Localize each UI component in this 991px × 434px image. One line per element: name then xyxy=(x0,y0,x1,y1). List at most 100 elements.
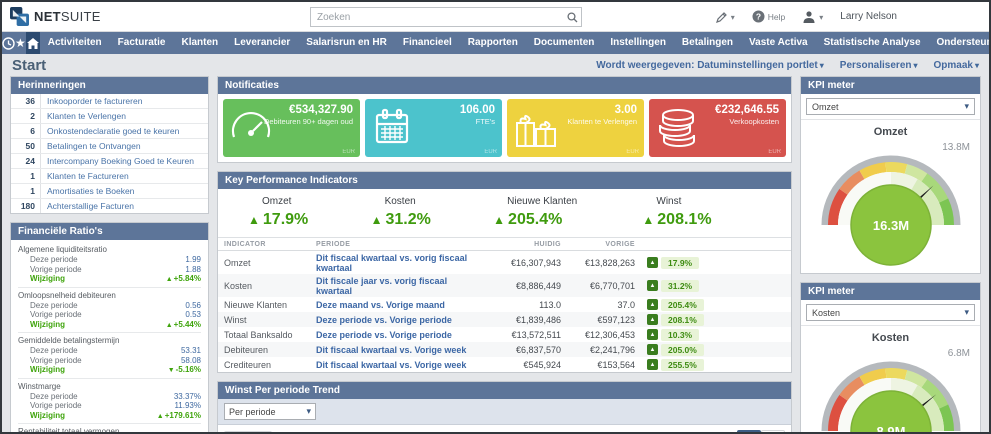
ratio-previous-label: Vorige periode xyxy=(30,310,82,319)
reminder-item[interactable]: 1 Amortisaties te Boeken xyxy=(11,183,208,198)
reminder-label: Inkooporder te factureren xyxy=(47,96,143,106)
cell-periode-link[interactable]: Deze maand vs. Vorige maand xyxy=(316,299,445,310)
ratio-name: Omloopsnelheid debiteuren xyxy=(18,290,116,300)
nav-item-statistische-analyse[interactable]: Statistische Analyse xyxy=(823,37,921,48)
kpi-meter-select[interactable]: Omzet xyxy=(806,98,975,115)
logo-text: NETSUITE xyxy=(34,9,101,24)
cell-periode-link[interactable]: Dit fiscale jaar vs. vorig fiscaal kwart… xyxy=(310,274,485,297)
kpi-tile-ftes[interactable]: 106.00 FTE's EUR xyxy=(365,99,502,157)
last-point-on-icon[interactable] xyxy=(737,430,761,432)
kpi-summary-winst[interactable]: Winst 208.1% xyxy=(642,196,765,229)
nav-item-financieel[interactable]: Financieel xyxy=(402,37,452,48)
kpi-tile-verkoopkosten[interactable]: €232,646.55 Verkoopkosten EUR xyxy=(649,99,786,157)
ratio-group: Rentabiliteit totaal vermogen Deze perio… xyxy=(18,423,201,434)
nav-item-instellingen[interactable]: Instellingen xyxy=(610,37,666,48)
kpi-meter-portlet-omzet: KPI meter Omzet Omzet 13.8M xyxy=(800,76,981,274)
ratio-current-label: Deze periode xyxy=(30,346,78,355)
table-row: Nieuwe Klanten Deze maand vs. Vorige maa… xyxy=(218,297,791,312)
nav-item-rapporten[interactable]: Rapporten xyxy=(467,37,518,48)
ratio-change-value: -5.16% xyxy=(175,365,201,374)
ratio-current-value: 53.31 xyxy=(180,346,201,355)
ratio-name: Winstmarge xyxy=(18,381,61,391)
home-icon[interactable] xyxy=(25,32,40,54)
reminder-item[interactable]: 1 Klanten te Factureren xyxy=(11,168,208,183)
gauge-chart: 8.9M xyxy=(821,361,960,432)
ratio-name: Rentabiliteit totaal vermogen xyxy=(18,427,120,434)
chart-options-group xyxy=(737,430,785,432)
reminder-item[interactable]: 2 Klanten te Verlengen xyxy=(11,108,208,123)
chevron-down-icon xyxy=(975,60,979,71)
bar-chart-icon[interactable] xyxy=(298,431,316,432)
cell-indicator: Totaal Banksaldo xyxy=(224,329,293,340)
kpi-summary-omzet[interactable]: Omzet 17.9% xyxy=(248,196,371,229)
tile-label: Verkoopkosten xyxy=(729,117,779,126)
nav-item-documenten[interactable]: Documenten xyxy=(533,37,595,48)
reminders-portlet: Herinneringen 36 Inkooporder te facturere… xyxy=(10,76,209,214)
col-header-periode: PERIODE xyxy=(310,238,485,251)
reminder-item[interactable]: 36 Inkooporder te factureren xyxy=(11,94,208,108)
kpi-tile-debiteuren[interactable]: €534,327.90 Debiteuren 90+ dagen oud EUR xyxy=(223,99,360,157)
up-arrow-icon xyxy=(647,280,658,291)
period-select[interactable]: Per periode xyxy=(224,403,316,420)
tile-value: 106.00 xyxy=(459,104,495,116)
reminder-count: 1 xyxy=(11,184,41,198)
table-row: Winst Deze periode vs. Vorige periode €1… xyxy=(218,312,791,327)
financial-ratios-body: Algemene liquiditeitsratio Deze periode 1… xyxy=(11,240,208,434)
nav-item-vaste-activa[interactable]: Vaste Activa xyxy=(749,37,808,48)
nav-item-betalingen[interactable]: Betalingen xyxy=(681,37,734,48)
ratio-change-value: +5.84% xyxy=(173,274,201,283)
nav-item-klanten[interactable]: Klanten xyxy=(181,37,219,48)
view-selector-link[interactable]: Wordt weergegeven: Datuminstellingen por… xyxy=(596,60,824,71)
chevron-down-icon xyxy=(306,406,311,417)
trend-portlet: Winst Per periode Trend Per periode xyxy=(217,381,792,432)
trend-arrow-icon: ▲ xyxy=(165,276,173,283)
kpi-meter-portlet-kosten: KPI meter Kosten Kosten 6.8M xyxy=(800,282,981,432)
reminder-item[interactable]: 6 Onkostendeclaratie goed te keuren xyxy=(11,123,208,138)
netsuite-logo-icon xyxy=(10,7,29,26)
kpi-tile-klanten-verlengen[interactable]: 3.00 Klanten te Verlengen EUR xyxy=(507,99,644,157)
reminder-count: 50 xyxy=(11,139,41,153)
reminder-item[interactable]: 50 Betalingen te Ontvangen xyxy=(11,138,208,153)
left-column: Herinneringen 36 Inkooporder te facturere… xyxy=(10,76,209,434)
cell-periode-link[interactable]: Dit fiscaal kwartaal vs. vorig fiscaal k… xyxy=(316,252,468,273)
financial-ratios-portlet: Financiële Ratio's Algemene liquiditeits… xyxy=(10,222,209,434)
chart-toolbar xyxy=(224,430,785,432)
search-icon[interactable] xyxy=(563,11,581,23)
nav-item-ondersteuning[interactable]: Ondersteuning xyxy=(936,37,989,48)
ratio-current-label: Deze periode xyxy=(30,300,78,310)
nav-item-leverancier[interactable]: Leverancier xyxy=(234,37,291,48)
nav-item-activiteiten[interactable]: Activiteiten xyxy=(47,37,102,48)
meter-select-row: Omzet xyxy=(801,94,980,120)
cell-periode-link[interactable]: Deze periode vs. Vorige periode xyxy=(310,312,485,327)
kpi-summary-nieuwe-klanten[interactable]: Nieuwe Klanten 205.4% xyxy=(493,196,642,229)
search-input[interactable] xyxy=(311,11,563,23)
cell-periode-link[interactable]: Dit fiscaal kwartaal vs. Vorige week xyxy=(316,359,467,370)
kpi-meter-select[interactable]: Kosten xyxy=(806,304,975,321)
page-header: Start Wordt weergegeven: Datuminstelling… xyxy=(2,54,989,76)
cell-periode-link[interactable]: Deze periode vs. Vorige periode xyxy=(316,329,452,340)
last-point-off-icon[interactable] xyxy=(761,430,785,432)
shortcuts-star-icon[interactable] xyxy=(15,32,26,54)
quick-add-button[interactable] xyxy=(715,11,735,23)
cell-vorige: €13,828,263 xyxy=(584,257,635,268)
reminder-item[interactable]: 180 Achterstallige Facturen xyxy=(11,198,208,213)
nav-item-facturatie[interactable]: Facturatie xyxy=(117,37,166,48)
netsuite-logo[interactable]: NETSUITE xyxy=(10,7,101,26)
layout-link[interactable]: Opmaak xyxy=(934,60,979,71)
user-name[interactable]: Larry Nelson xyxy=(840,11,897,22)
notifications-portlet: Notificaties €534,327.90 Debiteuren 90+ … xyxy=(217,76,792,163)
recent-records-icon[interactable] xyxy=(2,32,15,54)
nav-item-salarisrun[interactable]: Salarisrun en HR xyxy=(306,37,387,48)
reminder-item[interactable]: 24 Intercompany Boeking Goed te Keuren xyxy=(11,153,208,168)
cell-vorige: €6,770,701 xyxy=(567,274,641,297)
cell-periode-link[interactable]: Dit fiscaal kwartaal vs. Vorige week xyxy=(310,342,485,357)
reminders-list: 36 Inkooporder te factureren 2 Klanten te … xyxy=(11,94,208,213)
user-menu-button[interactable] xyxy=(802,10,823,23)
ratio-change-label: Wijziging xyxy=(30,274,66,283)
personalize-link[interactable]: Personaliseren xyxy=(840,60,918,71)
kpi-summary-kosten[interactable]: Kosten 31.2% xyxy=(371,196,494,229)
kpi-summary-label: Omzet xyxy=(262,196,292,207)
cell-huidig: €1,839,486 xyxy=(485,312,567,327)
kpi-table: INDICATOR PERIODE HUIDIG VORIGE Omzet Di… xyxy=(218,238,791,372)
help-button[interactable]: ? Help xyxy=(752,10,785,23)
